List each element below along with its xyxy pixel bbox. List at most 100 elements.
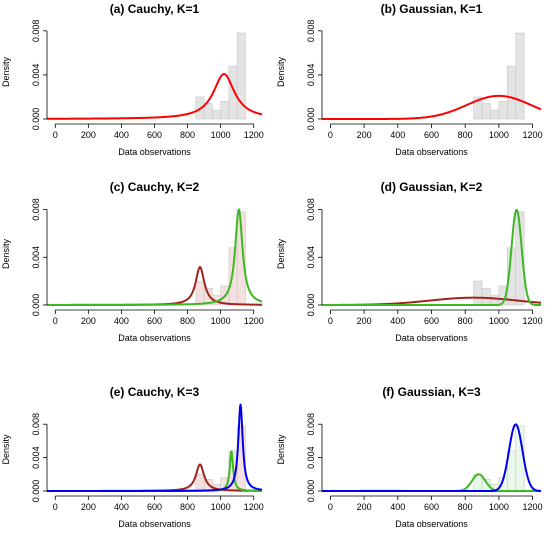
y-axis-label: Density [276,56,286,87]
panel-f: (f) Gaussian, K=3 0.000 0.004 0.008 0 200 400 6… [276,385,543,529]
y-axis-label: Density [276,238,286,269]
x-tick-label: 600 [147,316,162,326]
density-curve-3 [321,423,542,492]
histogram-bar [236,32,246,120]
x-tick-label: 800 [180,502,195,512]
density-curve-3 [46,403,263,492]
x-axis-label: Data observations [118,333,191,343]
y-tick-label: 0.004 [31,446,41,469]
x-tick-label: 400 [114,316,129,326]
panel-c: (c) Cauchy, K=2 0.000 0.004 0.008 0 200 400 600… [1,180,264,343]
y-tick-label: 0.000 [31,480,41,503]
y-tick-label: 0.000 [306,108,316,131]
histogram-bar [195,280,205,306]
histogram-bar [515,32,525,120]
x-tick-label: 1000 [489,316,509,326]
x-tick-label: 1200 [244,130,264,140]
x-tick-label: 200 [81,130,96,140]
panel-title: (e) Cauchy, K=3 [110,385,200,399]
y-tick-label: 0.008 [306,198,316,221]
y-tick-label: 0.008 [31,20,41,43]
y-tick-label: 0.004 [306,64,316,87]
x-tick-label: 1200 [523,130,543,140]
histogram-bar [481,103,491,120]
x-tick-label: 1200 [523,316,543,326]
x-tick-label: 1000 [489,502,509,512]
x-tick-label: 600 [424,316,439,326]
x-tick-label: 200 [81,316,96,326]
histogram-bar [490,295,500,306]
y-axis-label: Density [276,434,286,465]
histogram-bar [481,287,491,306]
x-tick-label: 800 [458,316,473,326]
x-tick-label: 400 [390,130,405,140]
x-axis-label: Data observations [395,147,468,157]
x-tick-label: 400 [114,502,129,512]
x-tick-label: 200 [357,316,372,326]
panel-title: (a) Cauchy, K=1 [110,2,200,16]
x-tick-label: 1000 [211,130,231,140]
panel-b: (b) Gaussian, K=1 0.000 0.004 0.008 0 200 400 6… [276,2,543,157]
y-tick-label: 0.004 [306,446,316,469]
y-tick-label: 0.004 [31,246,41,269]
panel-title: (f) Gaussian, K=3 [382,385,481,399]
panel-title: (b) Gaussian, K=1 [381,2,483,16]
x-tick-label: 1200 [244,502,264,512]
x-tick-label: 800 [458,130,473,140]
histogram-bar [195,474,205,492]
histogram-bar [498,101,508,120]
histogram-bar [203,103,213,120]
x-tick-label: 1200 [244,316,264,326]
panel-title: (d) Gaussian, K=2 [381,180,483,194]
y-tick-label: 0.000 [306,480,316,503]
x-tick-label: 400 [114,130,129,140]
density-curve-1 [321,94,542,120]
y-tick-label: 0.004 [306,246,316,269]
x-tick-label: 0 [53,502,58,512]
x-tick-label: 0 [53,130,58,140]
y-axis-label: Density [1,56,11,87]
panel-d: (d) Gaussian, K=2 0.000 0.004 0.008 0 200 400 6… [276,180,543,343]
x-tick-label: 400 [390,316,405,326]
x-tick-label: 800 [458,502,473,512]
histogram-bar [212,109,221,120]
x-tick-label: 200 [357,502,372,512]
x-tick-label: 600 [147,502,162,512]
y-tick-label: 0.000 [306,294,316,317]
x-tick-label: 800 [180,316,195,326]
y-tick-label: 0.000 [31,108,41,131]
x-tick-label: 1200 [523,502,543,512]
x-tick-label: 200 [357,130,372,140]
histogram-bar [220,101,230,120]
x-tick-label: 0 [53,316,58,326]
x-tick-label: 200 [81,502,96,512]
y-tick-label: 0.008 [306,413,316,436]
x-axis-label: Data observations [395,519,468,529]
x-tick-label: 1000 [211,502,231,512]
x-axis-label: Data observations [395,333,468,343]
x-tick-label: 600 [424,502,439,512]
y-axis-label: Density [1,238,11,269]
density-curve-2 [46,208,263,306]
histogram-bar [515,211,525,306]
panel-a: (a) Cauchy, K=1 0.000 0.004 0.008 0 200 400 600… [1,2,264,157]
y-tick-label: 0.008 [31,413,41,436]
x-tick-label: 0 [328,316,333,326]
histogram-bar [228,65,238,120]
y-tick-label: 0.000 [31,294,41,317]
panel-e: (e) Cauchy, K=3 0.000 0.004 0.008 0 200 400 600… [1,385,264,529]
x-tick-label: 400 [390,502,405,512]
histogram-bar [228,247,238,306]
x-tick-label: 0 [328,130,333,140]
density-curve-2 [321,208,542,306]
y-tick-label: 0.008 [31,198,41,221]
density-curve-1 [46,73,263,120]
x-tick-label: 0 [328,502,333,512]
y-tick-label: 0.008 [306,20,316,43]
x-tick-label: 1000 [489,130,509,140]
histogram-bar [490,109,500,120]
x-tick-label: 600 [424,130,439,140]
histogram-bar [473,280,483,306]
x-tick-label: 1000 [211,316,231,326]
